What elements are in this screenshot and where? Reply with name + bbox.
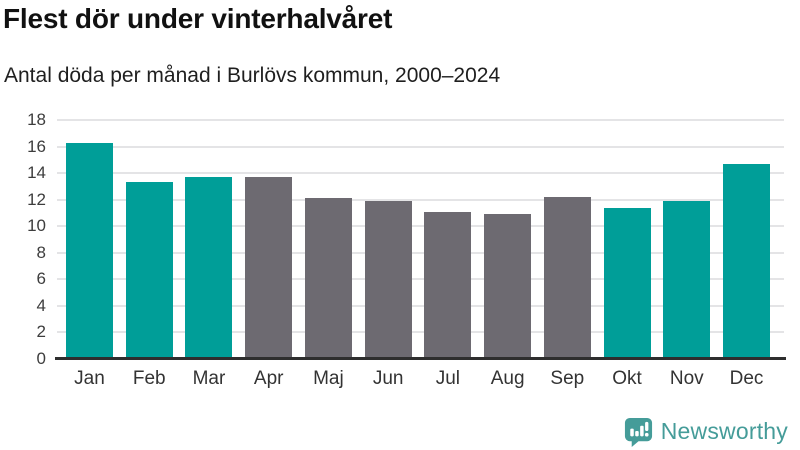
x-tick-label-jul: Jul (435, 368, 461, 389)
gridline-y2 (57, 331, 784, 334)
plot-area (57, 119, 784, 359)
chart-title: Flest dör under vinterhalvåret (3, 3, 393, 34)
bar-okt (603, 207, 651, 359)
x-tick-label-maj: Maj (313, 368, 344, 389)
x-tick-label-jun: Jun (372, 368, 404, 389)
x-tick-label-mar: Mar (192, 368, 226, 389)
bar-dec (723, 163, 771, 359)
bar-jun (364, 201, 412, 359)
bar-mar (185, 177, 233, 359)
gridline-y6 (57, 278, 784, 281)
gridline-y4 (57, 304, 784, 307)
x-tick-label-nov: Nov (669, 368, 704, 389)
y-tick-label: 8 (36, 242, 46, 262)
y-tick-label: 16 (27, 136, 46, 156)
chart-subtitle: Antal döda per månad i Burlövs kommun, 2… (4, 64, 501, 87)
y-tick-label: 6 (36, 269, 46, 289)
y-tick-label: 10 (27, 216, 46, 236)
gridline-y10 (57, 225, 784, 228)
bar-nov (663, 201, 711, 359)
x-tick-label-feb: Feb (132, 368, 166, 389)
x-tick-label-aug: Aug (490, 368, 525, 389)
bar-maj (304, 198, 352, 359)
gridline-y16 (57, 145, 784, 148)
brand-footer: Newsworthy (623, 416, 788, 447)
bar-feb (125, 182, 173, 359)
y-tick-label: 18 (27, 110, 46, 129)
y-tick-label: 14 (27, 163, 46, 183)
x-tick-label-okt: Okt (612, 368, 642, 389)
y-tick-label: 2 (36, 322, 46, 342)
gridline-y18 (57, 119, 784, 121)
y-tick-label: 0 (36, 349, 46, 368)
bar-jul (424, 211, 472, 359)
gridline-y14 (57, 172, 784, 175)
brand-name: Newsworthy (660, 418, 788, 444)
bar-sep (543, 197, 591, 359)
x-axis-line (55, 357, 786, 360)
x-tick-label-sep: Sep (550, 368, 585, 389)
bar-apr (245, 177, 293, 359)
bar-aug (484, 214, 532, 359)
bar-jan (66, 142, 113, 359)
gridline-y8 (57, 251, 784, 254)
x-tick-label-dec: Dec (729, 368, 764, 389)
newsworthy-logo-icon (623, 416, 654, 447)
y-tick-label: 4 (36, 295, 46, 315)
x-tick-label-apr: Apr (253, 368, 284, 389)
x-tick-label-jan: Jan (74, 368, 105, 389)
gridline-y12 (57, 198, 784, 201)
y-tick-label: 12 (27, 189, 46, 209)
